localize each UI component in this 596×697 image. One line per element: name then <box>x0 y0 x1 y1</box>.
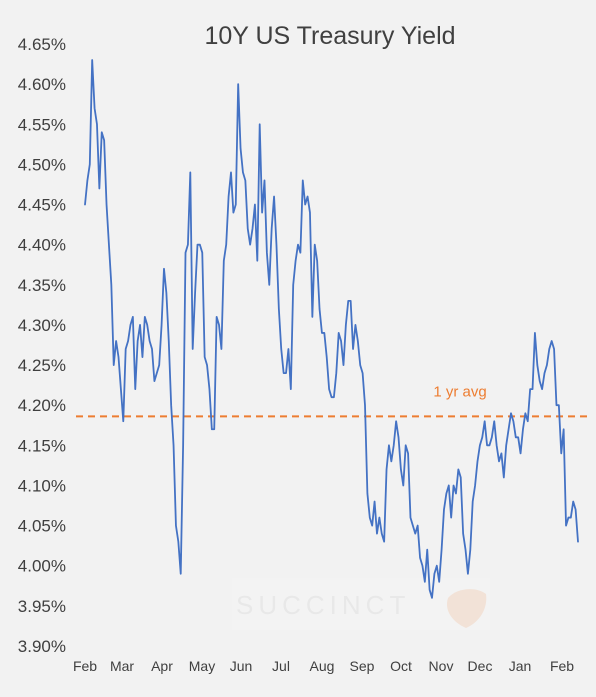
x-tick-label: Aug <box>310 658 335 674</box>
series-layer <box>84 59 579 599</box>
y-tick-label: 4.20% <box>18 396 66 415</box>
y-tick-label: 4.00% <box>18 557 66 576</box>
y-tick-label: 4.30% <box>18 316 66 335</box>
x-tick-label: Feb <box>73 658 97 674</box>
x-tick-label: May <box>189 658 215 674</box>
y-tick-label: 4.15% <box>18 436 66 455</box>
x-tick-label: Jun <box>230 658 253 674</box>
x-tick-label: Nov <box>429 658 454 674</box>
x-tick-label: Apr <box>151 658 173 674</box>
y-tick-label: 4.60% <box>18 75 66 94</box>
y-tick-label: 4.10% <box>18 476 66 495</box>
x-tick-label: Feb <box>550 658 574 674</box>
y-tick-label: 4.35% <box>18 276 66 295</box>
svg-text:SUCCINCT: SUCCINCT <box>236 590 410 620</box>
y-tick-label: 4.45% <box>18 196 66 215</box>
y-tick-label: 4.50% <box>18 155 66 174</box>
x-axis: Feb Mar Apr May Jun Jul Aug Sep Oct Nov Dec Jan Feb <box>73 658 574 674</box>
x-tick-label: Mar <box>110 658 134 674</box>
x-tick-label: Jul <box>272 658 290 674</box>
y-tick-label: 3.90% <box>18 637 66 656</box>
y-axis: 4.65% 4.60% 4.55% 4.50% 4.45% 4.40% 4.35% 4.30%… <box>18 35 66 656</box>
y-tick-label: 4.05% <box>18 517 66 536</box>
y-tick-label: 4.40% <box>18 236 66 255</box>
x-tick-label: Sep <box>350 658 375 674</box>
x-tick-label: Jan <box>509 658 532 674</box>
y-tick-label: 4.25% <box>18 356 66 375</box>
y-tick-label: 4.55% <box>18 115 66 134</box>
watermark-logo: SUCCINCT <box>232 578 490 630</box>
average-annotation: 1 yr avg <box>76 383 588 418</box>
x-tick-label: Dec <box>468 658 493 674</box>
y-tick-label: 3.95% <box>18 597 66 616</box>
series-line-0 <box>84 59 579 599</box>
average-label: 1 yr avg <box>433 383 486 400</box>
chart-title: 10Y US Treasury Yield <box>204 22 455 50</box>
y-tick-label: 4.65% <box>18 35 66 54</box>
x-tick-label: Oct <box>390 658 412 674</box>
